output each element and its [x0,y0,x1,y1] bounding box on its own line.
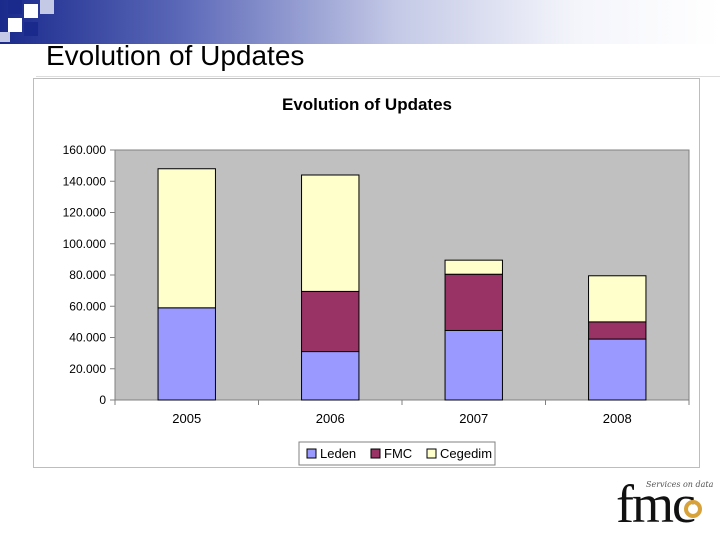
decor-square [24,4,38,18]
y-tick-label: 100.000 [63,237,107,251]
y-tick-label: 0 [99,393,106,407]
header-band [0,0,720,44]
logo-tagline: Services on data [646,480,714,489]
legend-label-cegedim: Cegedim [440,446,492,461]
y-tick-label: 40.000 [69,331,106,345]
legend-label-fmc: FMC [384,446,412,461]
chart: Evolution of Updates 0 20.000 40.000 60.000… [63,95,690,466]
logo-wordmark: fmc [616,474,696,534]
bar-cegedim-2007 [444,259,503,275]
decor-square [24,22,38,36]
x-tick-label: 2008 [603,411,632,426]
decor-square [8,0,22,14]
legend-label-leden: Leden [320,446,356,461]
bar-cegedim-2006 [301,174,360,292]
bar-cegedim-2005 [157,168,216,309]
legend: Leden FMC Cegedim [298,441,496,466]
bar-fmc-2006 [301,290,360,353]
chart-title: Evolution of Updates [282,95,452,114]
y-tick-label: 60.000 [69,299,106,313]
decor-square [40,0,54,14]
legend-box [298,441,496,466]
bar-fmc-2007 [444,273,503,331]
bar-fmc-2008 [588,321,647,340]
bar-leden-2008 [588,338,647,401]
y-tick-label: 20.000 [69,362,106,376]
x-tick-label: 2006 [316,411,345,426]
decor-square [0,32,10,42]
legend-swatch-fmc [370,448,381,459]
y-tick-label: 120.000 [63,206,107,220]
decorative-squares [0,0,60,44]
slide-title: Evolution of Updates [46,40,305,71]
bar-leden-2006 [301,351,360,401]
title-divider [36,76,720,77]
bar-cegedim-2008 [588,275,647,323]
chart-container: Evolution of Updates 0 20.000 40.000 60.000… [33,78,700,468]
x-tick-label: 2005 [172,411,201,426]
fmc-logo: Services on data fmc [606,472,716,536]
bar-leden-2007 [444,329,503,401]
y-axis: 0 20.000 40.000 60.000 80.000 100.000 120.000 1… [63,143,116,407]
y-tick-label: 80.000 [69,268,106,282]
logo-ring-icon [684,500,702,518]
y-tick-label: 140.000 [63,174,107,188]
bars [157,168,647,401]
legend-swatch-cegedim [426,448,437,459]
legend-swatch-leden [306,448,317,459]
y-tick-label: 160.000 [63,143,107,157]
bar-leden-2005 [157,307,216,401]
x-axis: 2005 2006 2007 2008 [114,399,690,426]
x-tick-label: 2007 [459,411,488,426]
decor-square [8,18,22,32]
